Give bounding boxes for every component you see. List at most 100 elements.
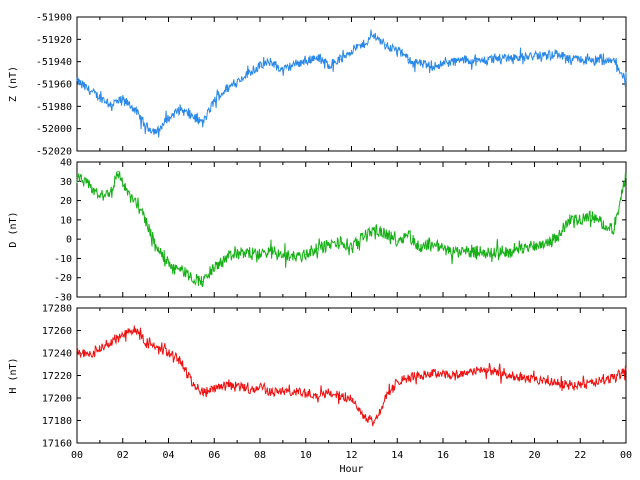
data-point — [373, 228, 375, 231]
data-point — [385, 397, 387, 399]
data-point — [419, 374, 421, 377]
data-point — [511, 56, 513, 58]
data-point — [236, 253, 238, 256]
data-point — [202, 280, 204, 283]
data-point — [339, 58, 341, 61]
data-point — [305, 253, 307, 256]
x-axis-label: Hour — [339, 464, 363, 475]
x-tick-label: 20 — [528, 450, 540, 461]
y-tick-label: 40 — [60, 158, 72, 169]
y-axis-label: H (nT) — [8, 357, 19, 393]
data-point — [499, 250, 501, 252]
data-point — [133, 107, 135, 110]
data-point — [625, 369, 627, 371]
data-point — [110, 103, 112, 105]
data-point — [476, 369, 478, 371]
data-point — [76, 350, 78, 352]
data-point — [591, 382, 593, 384]
data-point — [225, 386, 227, 388]
data-point — [522, 56, 524, 58]
data-point — [385, 232, 387, 234]
data-point — [545, 54, 547, 56]
data-point — [270, 391, 273, 393]
data-point — [545, 381, 547, 383]
data-point — [533, 379, 536, 381]
panel-2: 17280 17260 17240 17220 17200 17180 17160 H (nT… — [8, 304, 627, 450]
data-point — [145, 343, 147, 345]
data-point — [145, 219, 147, 221]
data-point — [110, 341, 112, 343]
data-point — [87, 88, 90, 91]
data-point — [625, 172, 627, 175]
data-point — [76, 80, 78, 82]
data-point — [145, 125, 147, 128]
data-point — [293, 255, 295, 258]
data-point — [396, 49, 398, 52]
data-point — [225, 257, 227, 260]
data-point — [442, 248, 444, 250]
data-point — [476, 61, 478, 63]
data-point — [117, 171, 119, 173]
data-point — [522, 377, 524, 379]
data-point — [339, 395, 341, 397]
data-point — [579, 219, 581, 221]
data-point — [99, 196, 101, 198]
data-point — [613, 228, 616, 231]
x-tick-label: 08 — [254, 450, 266, 461]
data-point — [350, 397, 353, 399]
data-point — [126, 192, 128, 194]
data-point — [156, 248, 158, 250]
data-point — [511, 374, 513, 377]
data-point — [99, 96, 101, 98]
data-point — [202, 122, 204, 124]
y-tick-label: 17240 — [42, 349, 72, 360]
data-point — [225, 88, 227, 91]
data-point — [465, 58, 467, 61]
data-point — [110, 190, 112, 192]
y-tick-label: -51920 — [36, 35, 72, 46]
series-line-0 — [76, 29, 627, 138]
data-point — [556, 236, 558, 238]
data-point — [591, 215, 593, 217]
data-point — [453, 252, 456, 254]
data-point — [213, 267, 215, 269]
data-point — [236, 81, 238, 83]
x-tick-label: 22 — [574, 450, 586, 461]
data-point — [247, 252, 250, 254]
y-tick-label: -52020 — [36, 147, 72, 158]
data-point — [328, 64, 330, 66]
data-point — [190, 114, 192, 116]
series-line-1 — [76, 170, 627, 288]
data-point — [156, 131, 158, 133]
y-tick-label: -51900 — [36, 13, 72, 24]
data-point — [213, 100, 215, 102]
data-point — [602, 380, 604, 382]
y-tick-label: 20 — [60, 196, 72, 207]
data-point — [179, 109, 181, 111]
y-axis-label: D (nT) — [8, 211, 19, 247]
data-point — [430, 372, 433, 374]
data-point — [419, 248, 421, 250]
data-point — [259, 65, 261, 67]
data-point — [430, 242, 433, 244]
data-point — [316, 248, 318, 250]
data-point — [247, 389, 250, 391]
data-point — [282, 253, 284, 256]
data-point — [87, 184, 90, 186]
y-tick-label: 17200 — [42, 394, 72, 405]
y-tick-label: 10 — [60, 215, 72, 226]
data-point — [579, 58, 581, 61]
y-tick-label: -52000 — [36, 124, 72, 135]
y-axis-label: Z (nT) — [8, 66, 19, 102]
data-point — [602, 61, 604, 63]
data-point — [396, 380, 398, 382]
data-point — [476, 250, 478, 252]
data-point — [408, 377, 410, 379]
data-point — [533, 244, 536, 246]
data-point — [87, 354, 90, 356]
data-point — [408, 232, 410, 234]
data-point — [167, 352, 170, 354]
data-point — [316, 394, 318, 396]
y-tick-label: -51960 — [36, 80, 72, 91]
data-point — [339, 242, 341, 244]
